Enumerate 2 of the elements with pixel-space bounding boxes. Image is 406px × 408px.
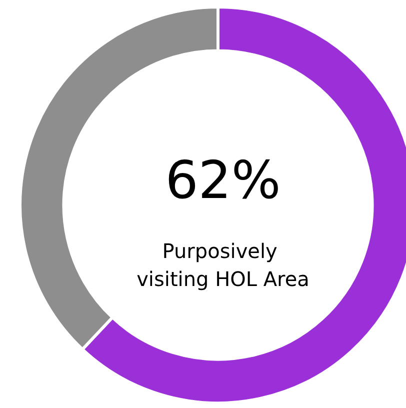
slice-label: Purposively visiting HOL Area [136, 239, 310, 291]
data-label: 62% [165, 151, 281, 211]
